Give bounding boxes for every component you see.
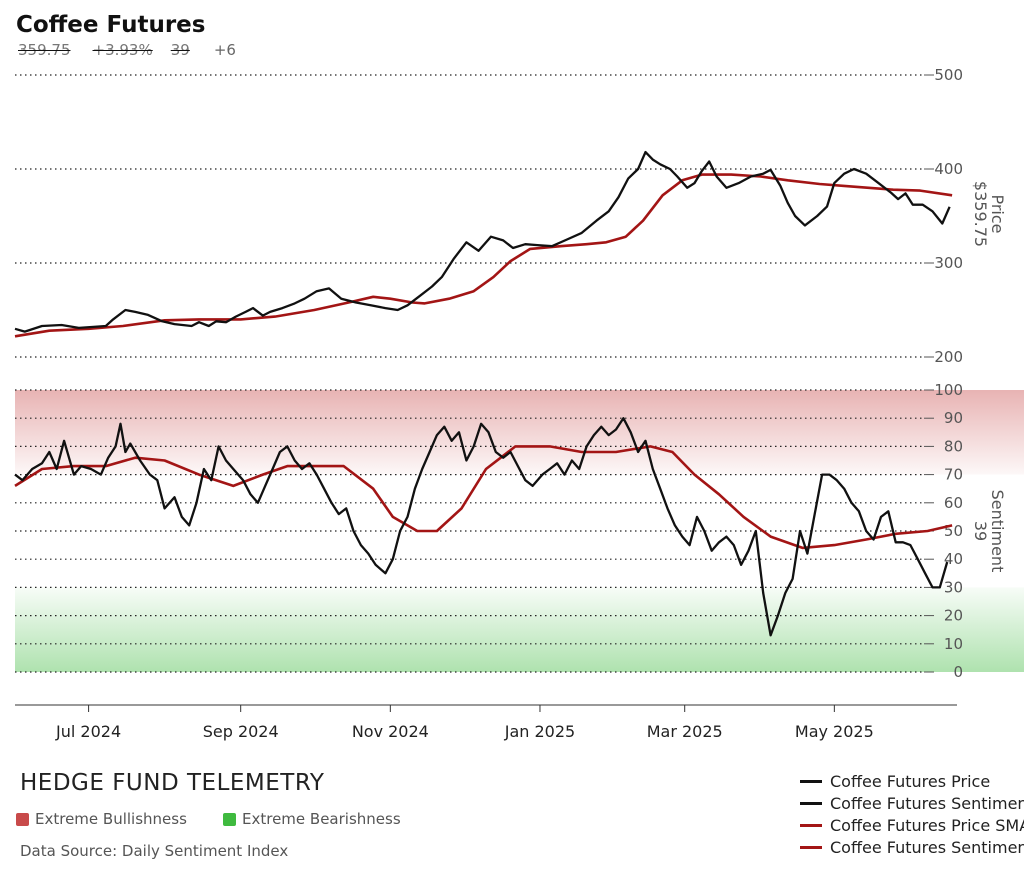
y-tick-label: 90 [944,409,963,427]
y-tick-label: 40 [944,550,963,568]
price-value: 359.75 [18,41,71,59]
legend-label: Coffee Futures Price [830,771,991,791]
sentiment-axis-label: Sentiment [988,490,1007,573]
legend-item: Coffee Futures Sentiment [800,792,1024,814]
bear-swatch [223,812,236,826]
y-tick-label: 500 [934,66,963,84]
series-legend: Coffee Futures Price Coffee Futures Sent… [800,770,1024,858]
x-tick-label: Sep 2024 [203,722,279,741]
brand-label: HEDGE FUND TELEMETRY [20,770,325,796]
series-line-coffee-futures-sentiment-sma [14,445,953,550]
bull-swatch [16,812,29,826]
y-tick-label: 400 [934,160,963,178]
legend-swatch [800,779,822,783]
change-value: +3.93% [92,41,153,59]
series-line-coffee-futures-price-sma [14,173,953,338]
legend-swatch [800,823,822,827]
bearish-zone [15,587,1024,672]
sentiment-change-value: +6 [213,41,236,59]
legend-item: Coffee Futures Price [800,770,1024,792]
y-tick-label: 300 [934,254,963,272]
y-tick-label: 80 [944,437,963,455]
price-axis-label: Price [988,194,1007,233]
series-line-coffee-futures-sentiment [14,417,949,637]
legend-label: Coffee Futures Price SMA [830,815,1024,835]
y-tick-label: 20 [944,607,963,625]
sentiment-current-label: 39 [971,521,990,541]
chart-title: Coffee Futures [16,12,206,38]
legend-item: Coffee Futures Price SMA [800,814,1024,836]
data-source: Data Source: Daily Sentiment Index [20,842,289,860]
y-tick-label: 100 [934,381,963,399]
y-tick-label: 70 [944,466,963,484]
bullish-zone [15,390,1024,475]
x-tick-label: Nov 2024 [352,722,429,741]
y-tick-label: 0 [953,663,963,681]
y-tick-label: 10 [944,635,963,653]
legend-label: Coffee Futures Sentiment [830,793,1024,813]
x-tick-label: Jan 2025 [504,722,575,741]
zone-legend-bull: Extreme Bullishness [16,810,187,828]
y-tick-label: 200 [934,348,963,366]
legend-label: Coffee Futures Sentiment SMA [830,837,1024,857]
series-line-coffee-futures-price [14,150,951,333]
price-current-label: $359.75 [971,181,990,247]
legend-swatch [800,845,822,849]
x-tick-label: Mar 2025 [647,722,723,741]
chart-canvas: 200 300 400 500 0 10 20 30 40 50 60 70 80 90 100 Jul 2… [14,66,1024,741]
bull-label: Extreme Bullishness [35,810,187,828]
legend-swatch [800,801,822,805]
x-tick-label: Jul 2024 [55,722,121,741]
x-tick-label: May 2025 [795,722,874,741]
y-tick-label: 60 [944,494,963,512]
y-tick-label: 50 [944,522,963,540]
bear-label: Extreme Bearishness [242,810,401,828]
sentiment-value: 39 [170,41,190,59]
zone-legend-bear: Extreme Bearishness [223,810,401,828]
legend-item: Coffee Futures Sentiment SMA [800,836,1024,858]
header-stats: 359.75 +3.93% 39 +6 [18,41,236,59]
y-tick-label: 30 [944,578,963,596]
